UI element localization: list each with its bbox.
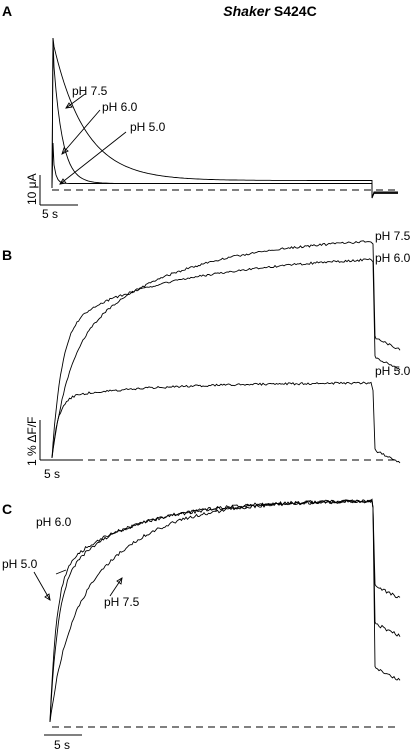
panel-a-arrow-ph60 bbox=[61, 109, 101, 155]
panel-a-trace-60 bbox=[51, 37, 398, 199]
panel-c-scalebar-x-label: 5 s bbox=[54, 738, 70, 751]
panel-c-arrowhead-ph50 bbox=[44, 593, 51, 601]
panel-a-letter: A bbox=[2, 3, 12, 19]
panel-a-scalebar-y-label: 10 μA bbox=[25, 173, 39, 205]
panel-a-scalebar-x-label: 5 s bbox=[42, 207, 58, 221]
figure-title: Shaker S424C bbox=[223, 3, 316, 19]
panel-a: A pH 7.5 pH 6.0 pH 5.0 10 μA 5 s bbox=[2, 3, 398, 221]
panel-a-traces bbox=[51, 37, 398, 199]
panel-c-trace-60 bbox=[49, 498, 401, 723]
panel-a-arrow-ph75 bbox=[65, 93, 86, 109]
panel-c-traces bbox=[49, 498, 401, 723]
panel-b-label-ph75: pH 7.5 bbox=[375, 229, 411, 243]
panel-c-label-ph60: pH 6.0 bbox=[36, 515, 72, 529]
title-rest: S424C bbox=[270, 3, 317, 19]
panel-c-trace-75 bbox=[49, 499, 401, 723]
panel-c-arrow-ph50 bbox=[33, 571, 51, 601]
panel-c-letter: C bbox=[2, 501, 12, 517]
panel-b-scalebar-y-label: 1 % ΔF/F bbox=[25, 417, 39, 466]
panel-c-arrowhead-ph75 bbox=[116, 577, 123, 585]
panel-b-scalebar-x-label: 5 s bbox=[44, 467, 60, 481]
panel-b-trace-50 bbox=[51, 381, 401, 464]
panel-a-arrow-ph50 bbox=[59, 131, 127, 185]
panel-b-letter: B bbox=[2, 247, 12, 263]
panel-a-arrowhead-ph60 bbox=[61, 147, 69, 155]
panel-c: C pH 6.0 pH 5.0 pH 7.5 5 s bbox=[2, 498, 401, 751]
title-italic: Shaker bbox=[223, 3, 271, 19]
panel-a-arrowhead-ph50 bbox=[59, 178, 67, 185]
panel-a-arrowhead-ph75 bbox=[65, 102, 73, 109]
panel-c-label-ph50: pH 5.0 bbox=[2, 557, 38, 571]
panel-a-label-ph75: pH 7.5 bbox=[72, 84, 108, 98]
panel-c-arrow-ph75 bbox=[109, 577, 123, 597]
panel-c-arrow-ph60 bbox=[55, 569, 67, 575]
panel-a-label-ph50: pH 5.0 bbox=[130, 120, 166, 134]
panel-b-trace-75 bbox=[51, 240, 401, 459]
panel-c-trace-50 bbox=[49, 499, 401, 723]
panel-a-label-ph60: pH 6.0 bbox=[102, 100, 138, 114]
panel-a-trace-50 bbox=[51, 142, 398, 199]
panel-b: B pH 7.5 pH 6.0 pH 5.0 1 % ΔF/F 5 s bbox=[2, 229, 411, 481]
panel-c-label-ph75: pH 7.5 bbox=[104, 595, 140, 609]
panel-b-traces bbox=[51, 240, 401, 464]
panel-b-label-ph50: pH 5.0 bbox=[375, 364, 411, 378]
panel-a-trace-75 bbox=[51, 37, 398, 199]
panel-b-label-ph60: pH 6.0 bbox=[375, 251, 411, 265]
panel-b-trace-60 bbox=[51, 258, 401, 459]
